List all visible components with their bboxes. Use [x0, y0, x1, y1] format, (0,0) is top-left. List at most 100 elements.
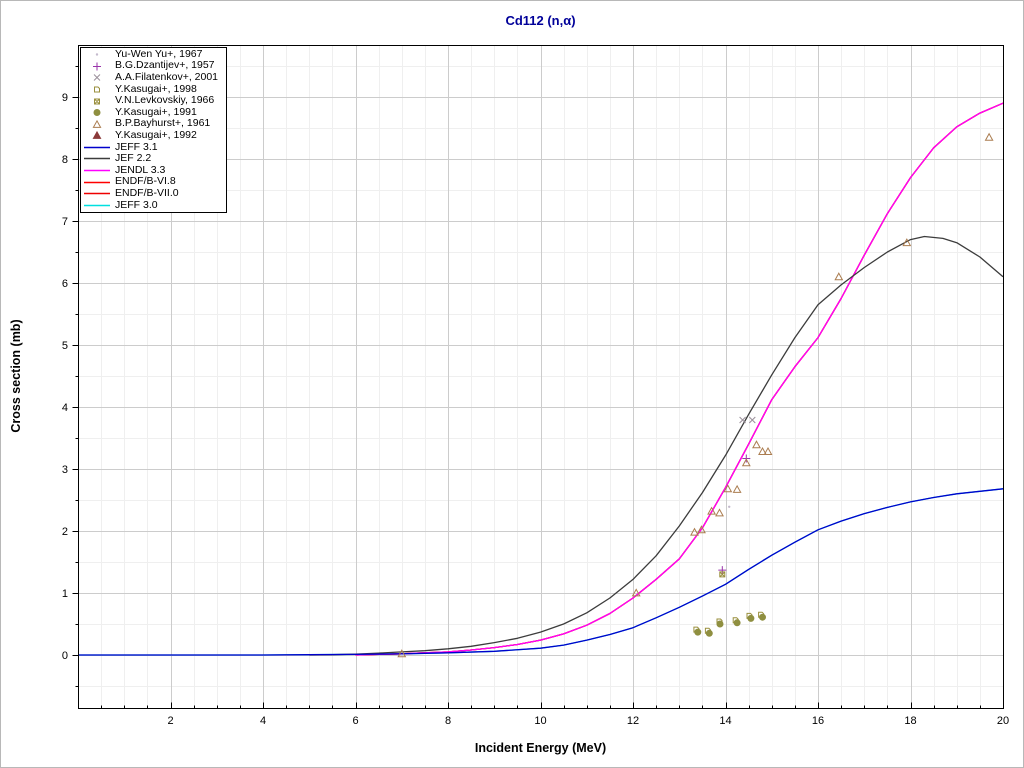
legend-entry: B.G.Dzantijev+, 1957: [81, 60, 226, 72]
series-y-kasugai-1998: [693, 611, 765, 634]
y-axis-tick-label: 7: [62, 216, 68, 228]
legend-entry: JENDL 3.3: [81, 164, 226, 177]
grid-minor: [78, 45, 1004, 709]
marker-circle-filled-icon: [93, 109, 101, 117]
series-y-kasugai-1991: [694, 613, 766, 637]
y-axis-title: Cross section (mb): [9, 319, 23, 433]
chart-title: Cd112 (n,α): [505, 13, 576, 28]
marker-dot-icon: [95, 53, 99, 56]
data-point: [718, 566, 727, 575]
legend-glyph: [94, 86, 100, 93]
y-axis-tick-label: 1: [62, 588, 68, 600]
y-axis-tick-label: 3: [62, 464, 68, 476]
data-point: [834, 272, 844, 281]
legend-marker: [93, 74, 101, 82]
data-point: [397, 649, 407, 658]
curve-jendl-3.3: [355, 102, 1004, 656]
data-point: [759, 613, 766, 621]
legend-entry: JEFF 3.0: [81, 198, 226, 212]
legend-glyph: [84, 158, 110, 160]
marker-x-icon: [748, 416, 756, 424]
legend-marker: [92, 119, 102, 128]
data-point: [705, 629, 713, 637]
marker-triangle-open-icon: [707, 506, 717, 515]
marker-triangle-open-icon: [715, 508, 724, 517]
marker-circle-filled-icon: [705, 629, 713, 637]
legend-glyph: [94, 98, 100, 105]
y-axis-tick-label: 9: [62, 92, 68, 104]
y-axis-tick-label: 2: [62, 526, 68, 538]
curve-jeff-3.1: [78, 488, 1004, 656]
x-axis-tick-label: 20: [997, 715, 1009, 727]
legend-glyph: [92, 131, 102, 140]
marker-triangle-open-icon: [397, 649, 407, 658]
series-yu-wen-yu-1967: [728, 505, 731, 508]
marker-dot-icon: [728, 505, 731, 508]
y-axis-tick-label: 5: [62, 340, 68, 352]
legend-entry: A.A.Filatenkov+, 2001: [81, 71, 226, 84]
data-point: [707, 506, 717, 515]
legend-entry-label: JEFF 3.1: [115, 140, 158, 153]
marker-square-x-icon: [719, 571, 726, 578]
marker-plus-icon: [718, 566, 727, 575]
legend-box: Yu-Wen Yu+, 1967 B.G.Dzantijev+, 1957 A.A.…: [80, 47, 227, 213]
x-axis-tick-label: 6: [352, 715, 358, 727]
data-point: [752, 440, 761, 449]
marker-x-icon: [739, 416, 746, 424]
legend-entry-label: V.N.Levkovskiy, 1966: [115, 94, 215, 107]
legend-glyph: [84, 181, 110, 183]
marker-triangle-open-icon: [741, 458, 751, 467]
legend-glyph: [93, 62, 101, 71]
data-points: [397, 132, 994, 658]
data-point: [733, 619, 741, 627]
legend-entry: V.N.Levkovskiy, 1966: [81, 95, 226, 107]
axis-ticks: [72, 66, 1004, 709]
legend-entry-label: A.A.Filatenkov+, 2001: [115, 71, 219, 84]
data-point: [723, 484, 733, 493]
y-axis-tick-label: 6: [62, 278, 68, 290]
data-point: [763, 446, 773, 456]
legend-entry: Y.Kasugai+, 1991: [81, 105, 226, 119]
legend-entry: Yu-Wen Yu+, 1967: [81, 47, 226, 61]
legend-marker: [93, 62, 101, 71]
marker-triangle-filled-icon: [92, 131, 102, 140]
legend-marker: [92, 131, 102, 140]
data-point: [739, 416, 746, 424]
data-point: [715, 508, 724, 517]
marker-triangle-open-icon: [984, 132, 994, 141]
marker-triangle-open-icon: [732, 484, 742, 493]
legend-entry-label: Yu-Wen Yu+, 1967: [115, 47, 203, 60]
series-b-p-bayhurst-1961: [397, 132, 994, 658]
x-axis-tick-label: 10: [534, 715, 546, 727]
legend-glyph: [84, 169, 110, 172]
legend-marker: [94, 98, 100, 105]
marker-triangle-open-icon: [631, 588, 641, 597]
series-v-n-levkovskiy-1966: [719, 571, 726, 578]
legend-glyph: [84, 204, 110, 207]
legend-glyph: [93, 109, 101, 117]
data-point: [758, 446, 767, 456]
marker-circle-filled-icon: [759, 613, 766, 621]
legend-entry: JEF 2.2: [81, 153, 226, 165]
x-axis-tick-label: 4: [260, 715, 266, 727]
data-point: [690, 527, 699, 536]
marker-circle-filled-icon: [747, 614, 755, 622]
marker-triangle-open-icon: [752, 440, 761, 449]
legend-entry: ENDF/B-VII.0: [81, 186, 226, 200]
data-point: [694, 628, 702, 636]
data-point: [732, 484, 742, 493]
legend-entry-label: ENDF/B-VII.0: [115, 186, 179, 199]
legend-entry-label: JEFF 3.0: [115, 198, 158, 211]
legend-entry-label: Y.Kasugai+, 1991: [115, 105, 197, 118]
marker-triangle-open-icon: [92, 119, 102, 128]
y-axis-tick-label: 8: [62, 154, 68, 166]
legend-entry: ENDF/B-VI.8: [81, 176, 226, 188]
data-point: [748, 416, 756, 424]
legend-marker: [94, 86, 100, 93]
legend-entry: JEFF 3.1: [81, 140, 226, 154]
data-point: [902, 238, 912, 247]
y-axis-tick-label: 0: [62, 650, 68, 662]
